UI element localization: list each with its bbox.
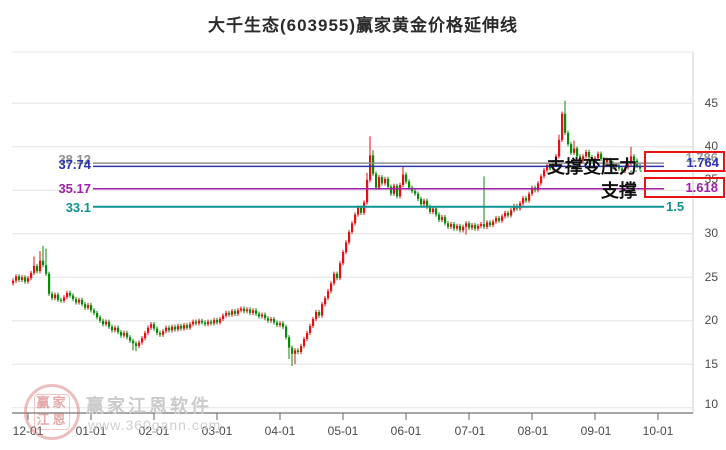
ratio-label-1786: 1.786 [685, 150, 718, 165]
y-axis-tick: 35 [704, 172, 718, 186]
x-axis-tick: 06-01 [390, 424, 422, 438]
x-axis-tick: 07-01 [454, 424, 486, 438]
y-axis-tick: 45 [704, 96, 718, 110]
x-axis-tick: 09-01 [580, 424, 612, 438]
y-axis-tick: 30 [704, 226, 718, 240]
ratio-box-1618: 1.618 [644, 177, 725, 198]
support-annotation: 支撑 [601, 181, 637, 201]
ratio-box-1764: 1.786 1.764 [644, 150, 725, 172]
x-axis-tick: 08-01 [517, 424, 549, 438]
seal-char: 赢 [36, 395, 50, 410]
extension-price-label-1618: 35.17 [58, 181, 91, 196]
watermark-url: www.360gann.com [88, 417, 222, 433]
ratio-label-1618: 1.618 [685, 180, 718, 195]
y-axis-tick: 10 [704, 397, 718, 411]
x-axis-tick: 01-01 [75, 424, 107, 438]
seal-char: 家 [52, 395, 66, 410]
ratio-label-1764: 1.764 [686, 155, 719, 170]
x-axis-tick: 10-01 [642, 424, 674, 438]
extension-price-label-1786: 38.12 [58, 152, 91, 167]
y-axis-tick: 20 [704, 313, 718, 327]
seal-char: 江 [36, 412, 50, 427]
ratio-label-15: 1.5 [666, 199, 685, 214]
x-axis-tick: 03-01 [201, 424, 233, 438]
extension-price-label-1764: 37.74 [58, 157, 91, 172]
extension-price-label-15: 33.1 [65, 200, 91, 215]
x-axis-tick: 04-01 [264, 424, 296, 438]
x-axis-tick: 02-01 [138, 424, 170, 438]
gann-seal-logo-icon: 赢 家 江 恩 [24, 384, 80, 440]
y-axis-tick: 15 [704, 357, 718, 371]
watermark-brand: 赢家江恩软件 [86, 396, 212, 416]
y-axis-tick: 25 [704, 270, 718, 284]
x-axis-tick: 05-01 [327, 424, 359, 438]
seal-char: 恩 [52, 412, 66, 427]
resistance-annotation: 支撑变压力 [547, 157, 637, 177]
y-axis-tick: 40 [704, 139, 718, 153]
page-title: 大千生态(603955)赢家黄金价格延伸线 [207, 16, 519, 35]
